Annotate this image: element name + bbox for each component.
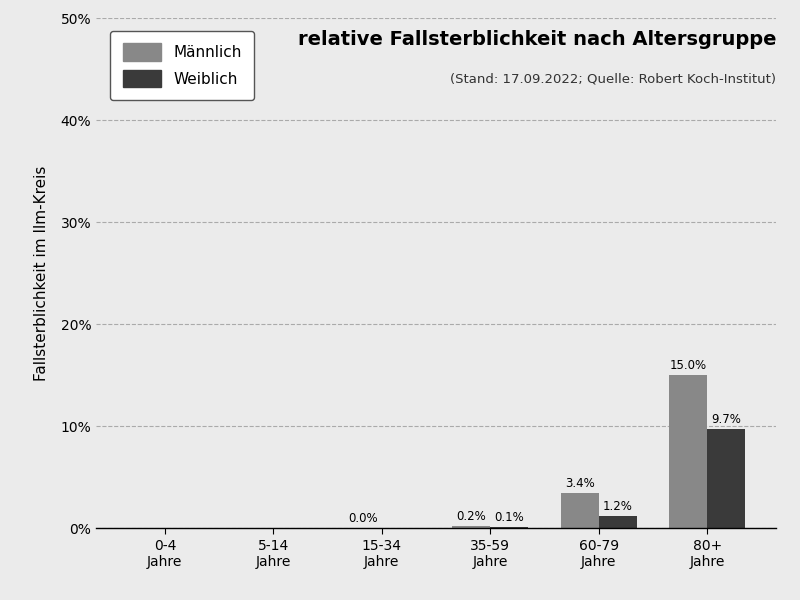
Bar xyxy=(669,375,707,528)
Text: 15.0%: 15.0% xyxy=(670,359,706,372)
Text: 3.4%: 3.4% xyxy=(565,477,594,490)
Bar xyxy=(707,429,745,528)
Y-axis label: Fallsterblichkeit im Ilm-Kreis: Fallsterblichkeit im Ilm-Kreis xyxy=(34,166,50,380)
Text: relative Fallsterblichkeit nach Altersgruppe: relative Fallsterblichkeit nach Altersgr… xyxy=(298,30,776,49)
Text: 1.2%: 1.2% xyxy=(602,500,633,512)
Text: 9.7%: 9.7% xyxy=(711,413,741,426)
Bar xyxy=(490,527,528,528)
Text: 0.1%: 0.1% xyxy=(494,511,524,524)
Text: 0.0%: 0.0% xyxy=(348,512,378,525)
Bar xyxy=(561,493,598,528)
Bar xyxy=(598,516,637,528)
Bar xyxy=(452,526,490,528)
Legend: Männlich, Weiblich: Männlich, Weiblich xyxy=(110,31,254,100)
Text: (Stand: 17.09.2022; Quelle: Robert Koch-Institut): (Stand: 17.09.2022; Quelle: Robert Koch-… xyxy=(450,72,776,85)
Text: 0.2%: 0.2% xyxy=(456,510,486,523)
